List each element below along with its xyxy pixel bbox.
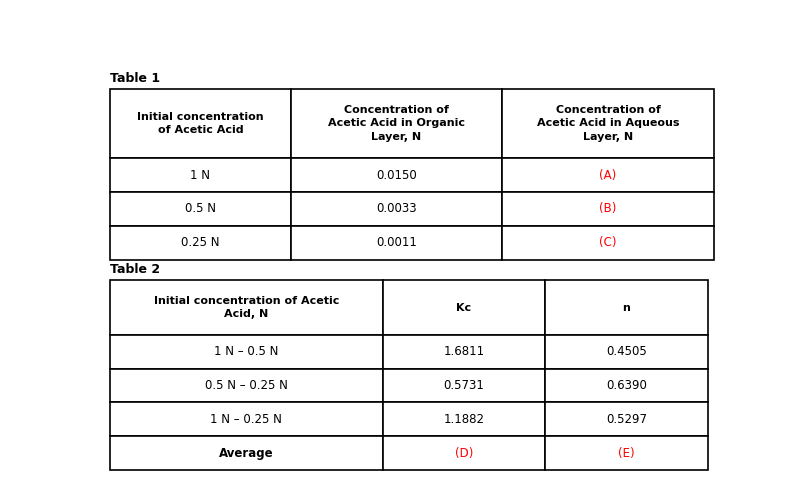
Text: 0.5297: 0.5297: [606, 413, 647, 426]
Text: 0.5 N – 0.25 N: 0.5 N – 0.25 N: [205, 379, 288, 392]
Text: 1 N: 1 N: [191, 168, 210, 182]
Text: Table 1: Table 1: [110, 72, 160, 85]
Bar: [545, 403, 708, 436]
Text: (B): (B): [600, 203, 617, 215]
Bar: [110, 158, 291, 192]
Bar: [502, 192, 713, 226]
Bar: [383, 436, 545, 470]
Bar: [383, 335, 545, 368]
Bar: [383, 403, 545, 436]
Text: Table 2: Table 2: [110, 264, 160, 276]
Text: Initial concentration of Acetic
Acid, N: Initial concentration of Acetic Acid, N: [153, 296, 339, 319]
Bar: [545, 335, 708, 368]
Text: (E): (E): [618, 447, 634, 460]
Bar: [291, 158, 502, 192]
Bar: [291, 89, 502, 158]
Text: Initial concentration
of Acetic Acid: Initial concentration of Acetic Acid: [137, 112, 263, 135]
Text: 0.4505: 0.4505: [606, 345, 647, 358]
Bar: [110, 403, 383, 436]
Text: (C): (C): [600, 236, 617, 249]
Text: Average: Average: [219, 447, 274, 460]
Bar: [110, 192, 291, 226]
Bar: [291, 226, 502, 260]
Text: Concentration of
Acetic Acid in Aqueous
Layer, N: Concentration of Acetic Acid in Aqueous …: [537, 105, 679, 142]
Text: 0.0011: 0.0011: [376, 236, 417, 249]
Bar: [502, 89, 713, 158]
Bar: [291, 192, 502, 226]
Bar: [545, 280, 708, 335]
Text: 0.6390: 0.6390: [606, 379, 647, 392]
Text: 0.0150: 0.0150: [377, 168, 417, 182]
Bar: [383, 280, 545, 335]
Bar: [502, 226, 713, 260]
Text: n: n: [623, 303, 630, 312]
Text: 0.0033: 0.0033: [377, 203, 417, 215]
Bar: [110, 226, 291, 260]
Text: 0.5731: 0.5731: [444, 379, 484, 392]
Text: 1.1882: 1.1882: [444, 413, 484, 426]
Bar: [502, 158, 713, 192]
Text: 0.25 N: 0.25 N: [181, 236, 220, 249]
Text: 0.5 N: 0.5 N: [185, 203, 216, 215]
Bar: [383, 368, 545, 403]
Bar: [110, 335, 383, 368]
Text: 1 N – 0.5 N: 1 N – 0.5 N: [214, 345, 278, 358]
Bar: [110, 89, 291, 158]
Bar: [545, 436, 708, 470]
Bar: [545, 368, 708, 403]
Text: 1 N – 0.25 N: 1 N – 0.25 N: [210, 413, 282, 426]
Bar: [110, 280, 383, 335]
Text: (A): (A): [600, 168, 617, 182]
Text: Kc: Kc: [456, 303, 471, 312]
Bar: [110, 436, 383, 470]
Text: Concentration of
Acetic Acid in Organic
Layer, N: Concentration of Acetic Acid in Organic …: [328, 105, 465, 142]
Text: (D): (D): [455, 447, 473, 460]
Text: 1.6811: 1.6811: [444, 345, 485, 358]
Bar: [110, 368, 383, 403]
